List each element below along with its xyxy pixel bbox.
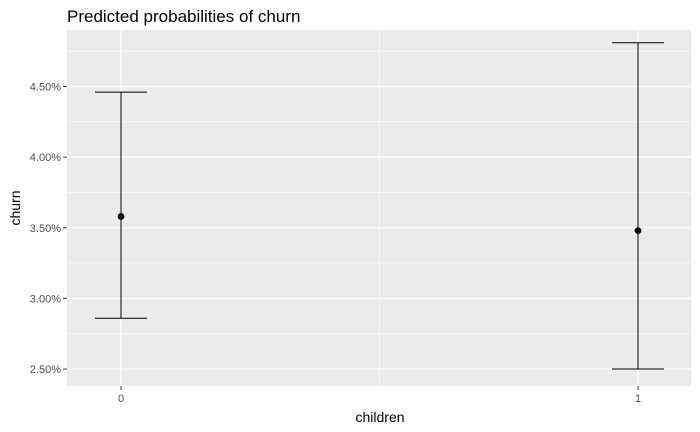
y-tick-label: 4.00%: [30, 152, 61, 164]
x-tick-label: 1: [635, 393, 641, 405]
y-tick-label: 2.50%: [30, 364, 61, 376]
x-tick-label: 0: [118, 393, 124, 405]
data-point: [634, 227, 642, 235]
data-point: [117, 213, 125, 220]
x-axis-title: children: [355, 409, 404, 425]
plot-panel: [67, 30, 691, 386]
data-marks: [95, 42, 664, 370]
y-tick-label: 3.00%: [30, 293, 61, 305]
chart-title: Predicted probabilities of churn: [67, 7, 300, 26]
y-axis-title: churn: [7, 190, 23, 225]
y-tick-label: 3.50%: [30, 223, 61, 235]
y-tick-label: 4.50%: [30, 82, 61, 94]
minor-gridlines: [67, 30, 691, 386]
axis-ticks: 2.50% 3.00% 3.50% 4.00% 4.50% 0 1: [30, 82, 641, 405]
